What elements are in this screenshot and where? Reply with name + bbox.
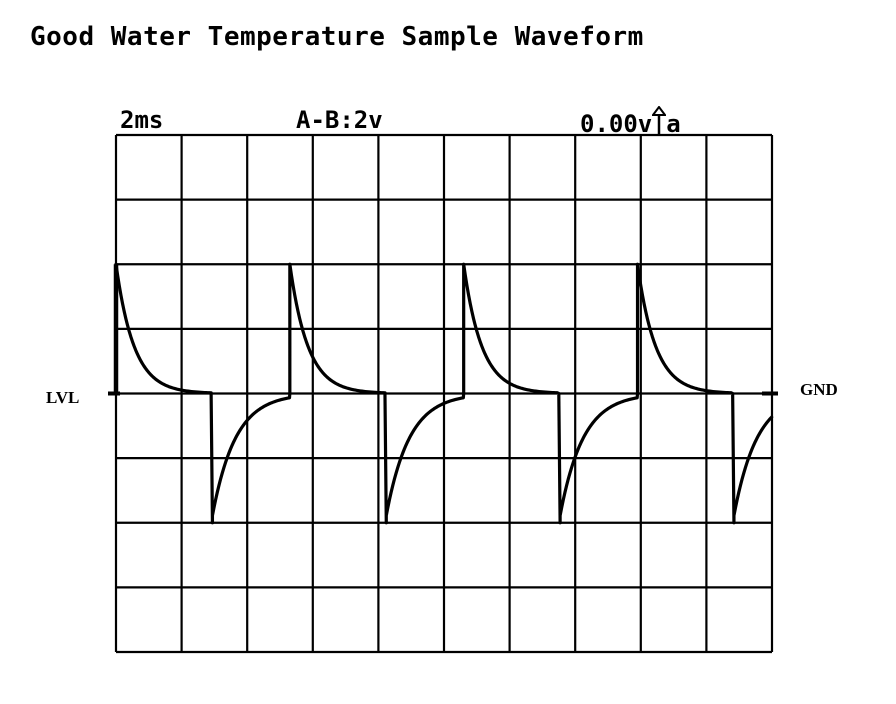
channel-scale-readout: A-B:2v (296, 106, 383, 134)
ground-marker-label: GND (800, 380, 838, 399)
trigger-readout: 0.00v a (580, 105, 681, 138)
trigger-arrow-icon (651, 105, 668, 135)
chart-title: Good Water Temperature Sample Waveform (30, 22, 644, 52)
waveform-trace (114, 262, 774, 525)
timebase-readout: 2ms (120, 106, 164, 134)
level-marker-label: LVL (46, 388, 80, 407)
trigger-level-value: 0.00v (580, 110, 653, 138)
graticule-grid (114, 133, 774, 654)
trigger-channel-label: a (666, 110, 681, 138)
